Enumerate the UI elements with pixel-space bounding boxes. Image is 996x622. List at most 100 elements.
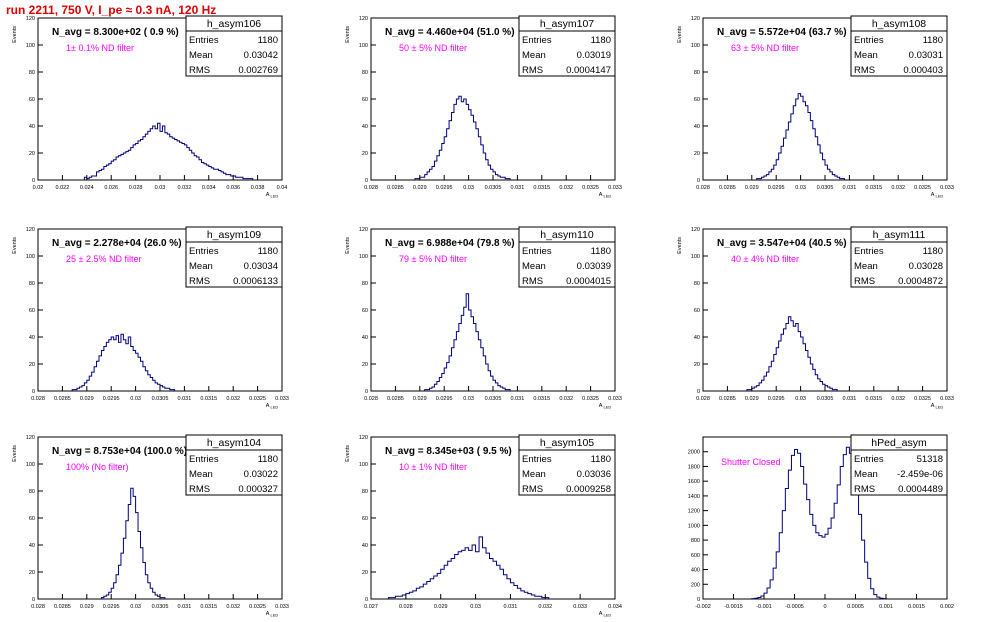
x-tick-label: 0.029 (413, 185, 427, 191)
stats-value: 0.03034 (244, 261, 278, 272)
y-tick-label: 800 (691, 538, 700, 544)
x-tick-label: 0.032 (559, 185, 573, 191)
stats-box (850, 30, 948, 77)
y-tick-label: 0 (697, 597, 700, 603)
x-tick-label: 0.0295 (768, 185, 785, 191)
x-tick-label: 0.0285 (54, 604, 71, 610)
y-tick-label: 100 (359, 43, 368, 49)
stats-value: 51318 (917, 454, 943, 465)
stats-value: 0.03028 (909, 261, 943, 272)
y-tick-label: 20 (362, 570, 368, 576)
x-tick-label: 0.0285 (387, 185, 404, 191)
x-axis-label: A LED (266, 403, 279, 410)
filter-label: 79 ± 5% ND filter (399, 254, 467, 264)
histogram-panel: 0.028 0.0285 0.029 0.0295 0.03 0.0305 0.031 0.0… (12, 226, 289, 410)
histogram-panel: 0.028 0.0285 0.029 0.0295 0.03 0.0305 0.031 0.0… (345, 15, 622, 199)
y-tick-label: 0 (365, 389, 368, 395)
y-tick-label: 80 (362, 281, 368, 287)
x-tick-label: 0.032 (559, 396, 573, 402)
histogram-name: h_asym110 (540, 229, 594, 241)
filter-label: 40 ± 4% ND filter (731, 254, 799, 264)
x-tick-label: 0.0295 (103, 604, 120, 610)
navg-label: N_avg = 6.988e+04 (79.8 %) (385, 238, 515, 249)
histogram-line (751, 446, 887, 600)
navg-label: N_avg = 4.460e+04 (51.0 %) (385, 27, 515, 38)
x-tick-label: 0.028 (31, 396, 45, 402)
x-tick-label: 0.031 (843, 396, 857, 402)
x-tick-label: 0.031 (511, 185, 525, 191)
x-tick-label: 0.028 (696, 185, 710, 191)
y-tick-label: 0 (697, 178, 700, 184)
x-axis-label: A LED (931, 192, 944, 199)
stats-key: RMS (189, 484, 210, 495)
x-tick-label: 0.0325 (914, 396, 931, 402)
y-tick-label: 80 (362, 70, 368, 76)
x-tick-label: 0.04 (277, 185, 288, 191)
histogram-panel: 0.028 0.0285 0.029 0.0295 0.03 0.0305 0.031 0.0… (345, 226, 622, 410)
x-tick-label: 0.027 (364, 604, 378, 610)
stats-value: 1180 (258, 246, 278, 257)
x-tick-label: 0.0295 (436, 185, 453, 191)
y-tick-label: 40 (29, 543, 35, 549)
x-tick-label: 0.02 (33, 185, 44, 191)
y-tick-label: 120 (359, 227, 368, 233)
stats-box (185, 241, 283, 288)
histogram-name: h_asym106 (207, 18, 261, 30)
histogram-line (387, 536, 550, 599)
y-tick-label: 60 (362, 97, 368, 103)
x-tick-label: 0.0295 (436, 396, 453, 402)
y-tick-label: 60 (694, 308, 700, 314)
x-tick-label: 0.0305 (485, 185, 502, 191)
y-tick-label: 40 (29, 124, 35, 130)
x-axis-label: A LED (599, 611, 612, 618)
x-tick-label: 0.028 (364, 396, 378, 402)
x-tick-label: 0.029 (745, 396, 759, 402)
x-tick-label: 0.038 (251, 185, 265, 191)
x-tick-label: 0.033 (940, 185, 954, 191)
y-tick-label: 60 (362, 516, 368, 522)
stats-key: Entries (522, 454, 552, 465)
x-tick-label: 0.033 (275, 396, 289, 402)
y-tick-label: 60 (694, 97, 700, 103)
stats-key: RMS (189, 276, 210, 287)
x-axis-label: A LED (266, 611, 279, 618)
run-title: run 2211, 750 V, I_pe ≈ 0.3 nA, 120 Hz (6, 3, 217, 17)
histogram-line (414, 95, 511, 180)
x-tick-label: 0.033 (608, 396, 622, 402)
y-tick-label: 120 (691, 16, 700, 22)
navg-label: N_avg = 5.572e+04 (63.7 %) (717, 27, 847, 38)
x-tick-label: 0.028 (129, 185, 143, 191)
y-tick-label: 20 (29, 362, 35, 368)
x-tick-label: 0.0325 (249, 604, 266, 610)
stats-value: 1180 (923, 35, 943, 46)
stats-key: RMS (189, 65, 210, 76)
histogram-line (71, 333, 176, 391)
stats-key: Entries (522, 35, 552, 46)
x-tick-label: 0.032 (891, 185, 905, 191)
stats-box (518, 241, 616, 288)
histogram-name: h_asym109 (207, 229, 261, 241)
histogram-panel: 0.028 0.0285 0.029 0.0295 0.03 0.0305 0.031 0.0… (677, 15, 954, 199)
x-tick-label: 0.029 (434, 604, 448, 610)
y-tick-label: 100 (359, 462, 368, 468)
y-tick-label: 0 (32, 178, 35, 184)
x-tick-label: 0.031 (843, 185, 857, 191)
stats-key: Mean (189, 261, 213, 272)
navg-label: N_avg = 8.300e+02 ( 0.9 %) (52, 27, 179, 38)
x-tick-label: 0.022 (56, 185, 70, 191)
y-tick-label: 0 (32, 389, 35, 395)
x-tick-label: 0.0305 (152, 604, 169, 610)
x-axis-label: A LED (599, 192, 612, 199)
x-tick-label: 0.031 (178, 396, 192, 402)
stats-key: Entries (854, 454, 884, 465)
x-tick-label: 0.033 (573, 604, 587, 610)
x-tick-label: 0.0315 (200, 396, 217, 402)
x-tick-label: 0.028 (364, 185, 378, 191)
x-tick-label: 0.0305 (485, 396, 502, 402)
y-axis-label: Events (345, 237, 351, 254)
y-tick-label: 0 (365, 178, 368, 184)
stats-key: Mean (522, 469, 546, 480)
y-tick-label: 80 (362, 489, 368, 495)
y-tick-label: 20 (29, 570, 35, 576)
